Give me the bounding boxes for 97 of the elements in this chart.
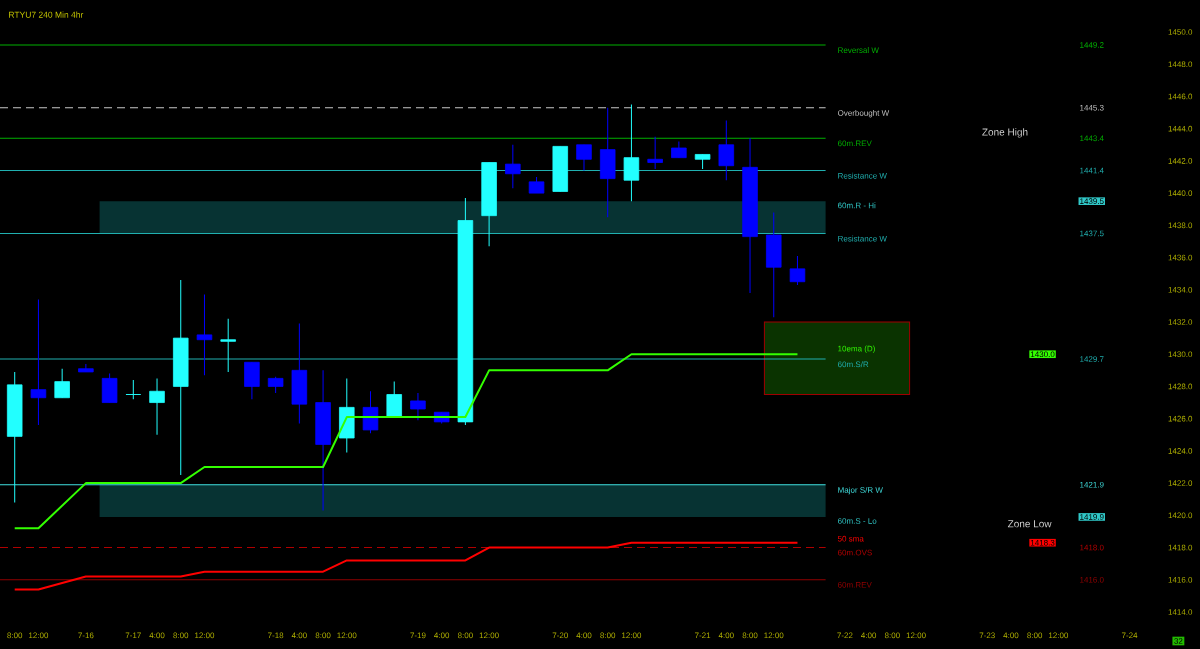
- y-tick-label: 1418.0: [1168, 544, 1193, 551]
- y-tick-label: 1434.0: [1168, 286, 1193, 293]
- x-tick-label: 4:00: [291, 632, 307, 639]
- y-tick-label: 1446.0: [1168, 93, 1193, 100]
- annotation: 1429.7: [1080, 356, 1104, 362]
- annotation: 1437.5: [1080, 230, 1104, 237]
- candlestick: [30, 298, 47, 426]
- ref-line-label: 60m.REV: [838, 581, 872, 588]
- candlestick: [196, 294, 213, 376]
- x-tick-label: 12:00: [906, 632, 926, 639]
- ref-line-label: Resistance W: [838, 235, 887, 242]
- annotation: 1418.0: [1080, 544, 1104, 551]
- candlestick: [718, 120, 735, 181]
- x-tick-label: 12:00: [764, 632, 784, 639]
- band-label: 60m.S - Lo: [838, 518, 877, 524]
- y-tick-label: 1420.0: [1168, 512, 1193, 519]
- y-tick-label: 1438.0: [1168, 222, 1193, 229]
- annotation: Zone Low: [1007, 520, 1052, 528]
- candlestick: [220, 318, 236, 373]
- y-tick-label: 1424.0: [1168, 448, 1193, 454]
- annotation: 1418.3: [1030, 539, 1055, 546]
- text: 50 sma: [837, 535, 864, 542]
- candlestick: [789, 255, 806, 286]
- annotation: 1439.5: [1080, 198, 1104, 204]
- x-tick-label: 7-20: [552, 632, 568, 639]
- y-tick-label: 1414.0: [1168, 609, 1193, 615]
- x-tick-label: 8:00: [1027, 632, 1043, 639]
- chart-title: RTYU7 240 Min 4hr: [9, 11, 84, 18]
- x-tick-label: 4:00: [434, 632, 450, 639]
- ref-line-label: 60m.OVS: [838, 549, 872, 556]
- candlestick: [362, 390, 379, 434]
- y-tick-label: 1422.0: [1168, 480, 1193, 486]
- x-tick-label: 7-23: [979, 632, 995, 639]
- x-tick-label: 12:00: [1048, 632, 1069, 639]
- ref-line-label: Resistance W: [838, 172, 887, 179]
- x-tick-label: 8:00: [600, 632, 616, 639]
- candlestick: [505, 144, 521, 189]
- x-tick-label: 4:00: [149, 632, 165, 639]
- x-tick-label: 7-16: [78, 632, 94, 639]
- candlestick: [125, 379, 142, 400]
- text: 32: [1174, 638, 1183, 644]
- x-tick-label: 4:00: [1003, 632, 1019, 639]
- x-tick-label: 12:00: [29, 632, 49, 639]
- annotation: 1421.9: [1080, 481, 1104, 488]
- x-tick-label: 12:00: [337, 632, 357, 639]
- y-tick-label: 1448.0: [1168, 61, 1193, 68]
- x-tick-label: 8:00: [173, 632, 189, 639]
- x-tick-label: 4:00: [861, 632, 877, 639]
- x-tick-label: 8:00: [884, 632, 900, 639]
- annotation: 1443.4: [1080, 135, 1104, 142]
- y-tick-label: 1430.0: [1168, 351, 1193, 358]
- candlestick: [410, 392, 426, 421]
- x-tick-label: 4:00: [718, 632, 734, 639]
- candlestick: [647, 136, 663, 170]
- x-tick-label: 8:00: [457, 632, 473, 639]
- ref-line-label: Reversal W: [838, 47, 879, 53]
- y-tick-label: 1450.0: [1168, 29, 1193, 35]
- band-label: 60m.R - Hi: [838, 202, 876, 209]
- x-tick-label: 7-18: [268, 632, 284, 639]
- x-tick-label: 7-21: [694, 632, 711, 639]
- x-tick-label: 8:00: [7, 632, 23, 639]
- ref-line-label: Major S/R W: [838, 486, 883, 495]
- ref-line-label: Overbought W: [837, 109, 890, 118]
- annotation: 1449.2: [1080, 42, 1104, 48]
- ref-line-label: 60m.REV: [838, 140, 872, 147]
- x-tick-label: 12:00: [195, 632, 215, 639]
- candlestick: [149, 377, 165, 436]
- x-tick-label: 7-17: [125, 632, 141, 639]
- text: 10ema (D): [838, 345, 875, 354]
- annotation: 1445.3: [1080, 104, 1104, 111]
- candlestick: [623, 104, 640, 202]
- candlestick: [386, 381, 402, 418]
- candlestick: [78, 363, 94, 373]
- y-tick-label: 1432.0: [1168, 319, 1193, 325]
- x-tick-label: 7-19: [410, 632, 426, 639]
- y-tick-label: 1436.0: [1168, 254, 1193, 261]
- y-tick-label: 1444.0: [1168, 125, 1193, 132]
- x-tick-label: 12:00: [479, 632, 499, 639]
- x-tick-label: 8:00: [742, 632, 758, 639]
- x-tick-label: 8:00: [315, 632, 331, 639]
- x-tick-label: 12:00: [622, 632, 642, 639]
- y-tick-label: 1416.0: [1168, 576, 1193, 583]
- y-tick-label: 1426.0: [1168, 415, 1193, 422]
- annotation: 1430.0: [1030, 351, 1055, 358]
- x-tick-label: 7-24: [1121, 632, 1138, 639]
- candlestick: [54, 368, 70, 399]
- x-tick-label: 4:00: [576, 632, 592, 639]
- x-tick-label: 7-22: [837, 632, 853, 639]
- y-tick-label: 1428.0: [1168, 383, 1193, 390]
- ref-line-label: 60m.S/R: [838, 361, 869, 368]
- annotation: 1416.0: [1080, 576, 1104, 583]
- y-tick-label: 1440.0: [1168, 190, 1193, 196]
- annotation: Zone High: [982, 128, 1028, 138]
- annotation: 1441.4: [1080, 167, 1104, 174]
- y-tick-label: 1442.0: [1168, 158, 1193, 164]
- annotation: 1419.9: [1080, 514, 1104, 520]
- candlestick: [576, 144, 592, 172]
